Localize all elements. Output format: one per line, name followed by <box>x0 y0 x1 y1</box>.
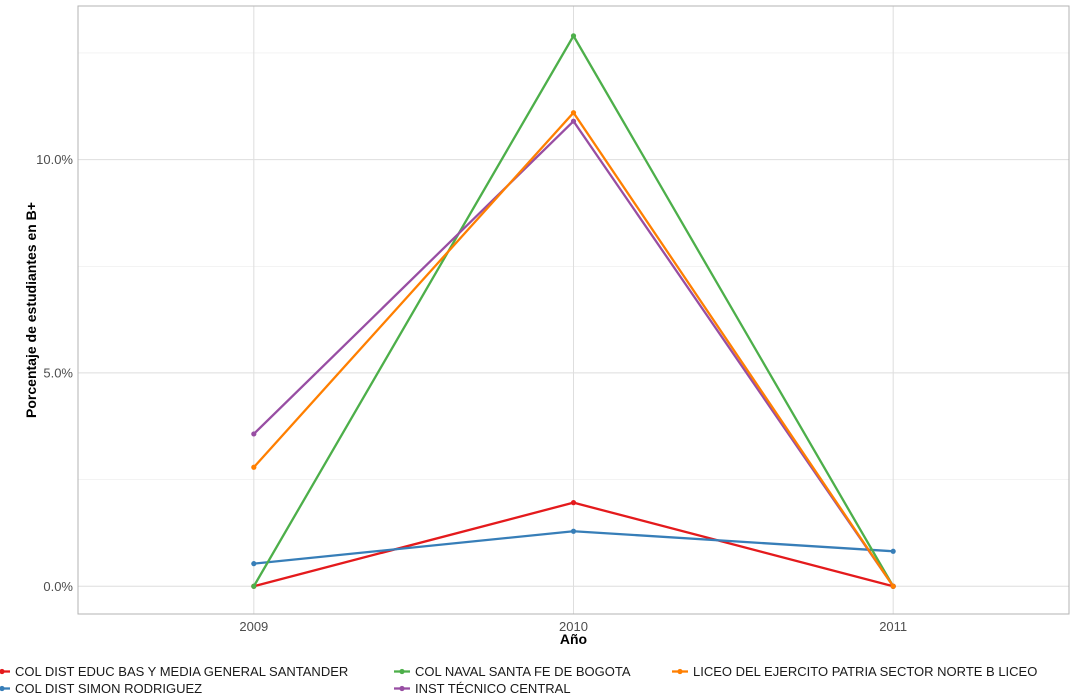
legend-item: LICEO DEL EJERCITO PATRIA SECTOR NORTE B… <box>672 664 1037 679</box>
grid <box>78 6 1069 614</box>
series-2 <box>251 528 896 567</box>
series-layer <box>251 33 896 589</box>
legend-label: LICEO DEL EJERCITO PATRIA SECTOR NORTE B… <box>693 664 1037 679</box>
y-tick-label: 10.0% <box>36 152 73 167</box>
y-axis-title: Porcentaje de estudiantes en B+ <box>23 202 39 418</box>
x-tick-label: 2009 <box>239 619 268 634</box>
data-point <box>570 118 577 124</box>
legend-item: INST TÉCNICO CENTRAL <box>394 681 571 696</box>
data-point <box>890 583 896 589</box>
legend-key-point <box>0 668 5 675</box>
y-tick-label: 5.0% <box>43 365 73 380</box>
x-axis-title: Año <box>560 631 587 647</box>
data-point <box>570 500 577 506</box>
data-point <box>251 431 257 437</box>
legend-key-point <box>677 668 683 675</box>
legend-label: COL DIST SIMON RODRIGUEZ <box>15 681 202 696</box>
legend: COL DIST EDUC BAS Y MEDIA GENERAL SANTAN… <box>0 664 1037 696</box>
x-tick-label: 2010 <box>559 619 588 634</box>
plot-panel-border <box>77 5 1070 615</box>
x-tick-label: 2011 <box>879 619 907 634</box>
series-5 <box>251 110 896 589</box>
y-tick-label: 0.0% <box>43 579 73 594</box>
data-point <box>251 561 257 567</box>
data-point <box>570 528 577 534</box>
legend-label: INST TÉCNICO CENTRAL <box>415 681 571 696</box>
legend-item: COL DIST EDUC BAS Y MEDIA GENERAL SANTAN… <box>0 664 348 679</box>
axis-ticks: 0.0% 5.0% 10.0% 2009 2010 2011 <box>36 152 907 634</box>
legend-key-point <box>399 685 405 692</box>
legend-label: COL DIST EDUC BAS Y MEDIA GENERAL SANTAN… <box>15 664 348 679</box>
data-point <box>890 548 896 554</box>
legend-key-point <box>0 685 5 692</box>
data-point <box>570 33 577 39</box>
data-point <box>251 464 257 470</box>
legend-key-point <box>399 668 405 675</box>
legend-label: COL NAVAL SANTA FE DE BOGOTA <box>415 664 631 679</box>
data-point <box>251 583 257 589</box>
legend-item: COL NAVAL SANTA FE DE BOGOTA <box>394 664 631 679</box>
legend-item: COL DIST SIMON RODRIGUEZ <box>0 681 202 696</box>
data-point <box>570 110 577 116</box>
